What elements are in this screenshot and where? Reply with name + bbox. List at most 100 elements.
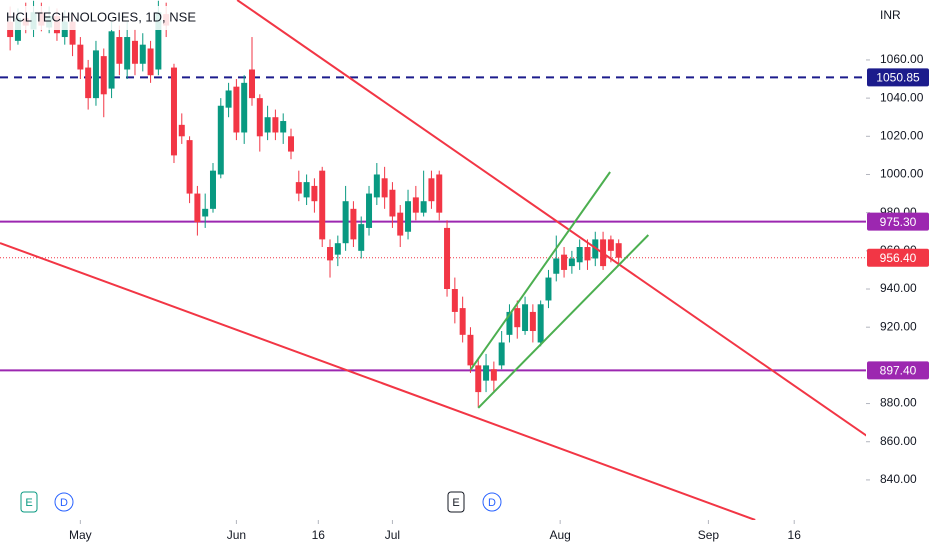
candle-body xyxy=(358,224,365,251)
currency: INR xyxy=(880,8,901,22)
candle-body xyxy=(350,208,357,240)
candle-body xyxy=(483,365,490,381)
level-tag-label: 975.30 xyxy=(880,215,917,229)
candle-body xyxy=(615,243,622,258)
candle-body xyxy=(85,67,92,99)
candle-body xyxy=(108,31,115,89)
y-tick-label: 1060.00 xyxy=(880,52,924,66)
candle-body xyxy=(584,247,591,261)
candle-body xyxy=(147,48,154,76)
candle-body xyxy=(303,182,310,198)
level-tag xyxy=(867,68,929,87)
event-label: E xyxy=(452,497,459,509)
candle-body xyxy=(202,208,209,217)
candle-body xyxy=(217,105,224,175)
axes: 1060.001040.001020.001000.00980.00960.00… xyxy=(20,52,929,542)
candle-body xyxy=(248,69,255,99)
candle-body xyxy=(124,37,131,70)
last-price-tag-label: 956.40 xyxy=(880,251,917,265)
candle-body xyxy=(264,117,271,133)
candle-body xyxy=(545,277,552,301)
y-tick-label: 920.00 xyxy=(880,319,917,333)
trendline xyxy=(477,234,650,409)
event-marker xyxy=(482,492,502,512)
candle-body xyxy=(334,243,341,255)
candle-body xyxy=(522,304,529,332)
candle-body xyxy=(412,197,419,213)
candle-body xyxy=(241,82,248,133)
candle-body xyxy=(490,369,497,381)
y-tick-label: 1040.00 xyxy=(880,90,924,104)
chart-title: HCL TECHNOLOGIES, 1D, NSE xyxy=(6,9,196,24)
level-tag-label: 897.40 xyxy=(880,364,917,378)
candle-body xyxy=(295,182,302,194)
candle-body xyxy=(272,117,279,133)
y-tick-label: 1000.00 xyxy=(880,167,924,181)
candle-body xyxy=(506,311,513,335)
candle-body xyxy=(280,121,287,133)
candle-body xyxy=(194,193,201,223)
candle-body xyxy=(116,37,123,64)
candle-body xyxy=(186,140,193,194)
candle-body xyxy=(405,201,412,232)
candle-body xyxy=(256,98,263,137)
y-tick-label: 840.00 xyxy=(880,472,917,486)
candle-body xyxy=(233,86,240,133)
candle-body xyxy=(451,289,458,312)
y-tick-label: 940.00 xyxy=(880,281,917,295)
level-tag xyxy=(867,212,929,231)
y-tick-label: 1020.00 xyxy=(880,128,924,142)
trendline xyxy=(0,242,756,520)
candle-body xyxy=(553,258,560,274)
event-marker xyxy=(447,491,465,513)
candle-body xyxy=(225,90,232,108)
trendline xyxy=(236,0,866,437)
candle-body xyxy=(475,365,482,393)
candle-body xyxy=(327,247,334,261)
x-tick-label: Jun xyxy=(227,528,246,542)
y-tick-label: 880.00 xyxy=(880,396,917,410)
candle-body xyxy=(537,304,544,343)
candle-body xyxy=(529,311,536,332)
trendline xyxy=(469,171,611,371)
x-tick-label: 16 xyxy=(312,528,326,542)
candle-body xyxy=(69,21,76,45)
candle-body xyxy=(319,170,326,240)
candle-body xyxy=(373,174,380,198)
candle-body xyxy=(459,308,466,335)
candle-body xyxy=(498,342,505,366)
x-tick-label: May xyxy=(69,528,92,542)
candle-body xyxy=(420,201,427,213)
last-price-tag xyxy=(867,248,929,267)
candle-body xyxy=(607,239,614,251)
title-backdrop xyxy=(0,6,172,30)
x-tick-label: 16 xyxy=(788,528,802,542)
candle-body xyxy=(389,189,396,217)
candle-body xyxy=(311,185,318,202)
candle-body xyxy=(288,136,295,152)
candle-body xyxy=(514,308,521,328)
event-label: D xyxy=(60,497,68,509)
candle-body xyxy=(366,193,373,228)
event-label: E xyxy=(25,497,32,509)
candle-body xyxy=(436,174,443,213)
candle-body xyxy=(92,50,99,99)
level-tag-label: 1050.85 xyxy=(876,71,920,85)
x-tick-label: Sep xyxy=(698,528,720,542)
candle-body xyxy=(342,201,349,244)
candle-body xyxy=(428,178,435,202)
event-marker xyxy=(54,492,74,512)
candle-body xyxy=(77,44,84,70)
candle-body xyxy=(209,170,216,209)
candle-body xyxy=(178,124,185,137)
candle-body xyxy=(561,254,568,270)
level-tag xyxy=(867,361,929,380)
x-tick-label: Jul xyxy=(385,528,400,542)
candle-body xyxy=(381,178,388,198)
candle-body xyxy=(131,40,138,64)
candle-body xyxy=(397,212,404,236)
y-tick-label: 860.00 xyxy=(880,434,917,448)
